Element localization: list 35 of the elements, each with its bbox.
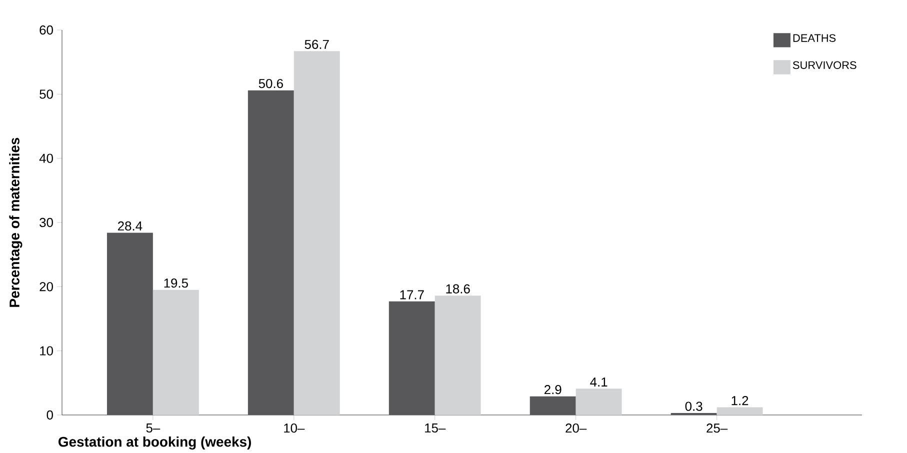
data-label: 2.9: [544, 385, 562, 394]
y-tick-label: 20: [40, 282, 53, 292]
bar: [530, 396, 576, 416]
y-axis-title: Percentage of maternities: [9, 138, 22, 307]
bar: [106, 232, 153, 416]
x-axis-title: Gestation at booking (weeks): [58, 436, 251, 450]
data-label: 1.2: [732, 396, 748, 406]
legend-label: SURVIVORS: [792, 61, 856, 70]
y-tick-label: 30: [40, 218, 53, 228]
y-tick-label: 60: [40, 25, 53, 35]
x-tick-label: 5–: [146, 424, 160, 433]
bar: [576, 388, 622, 416]
data-label: 56.7: [304, 40, 329, 50]
x-tick-label: 20–: [566, 424, 587, 433]
bar: [716, 407, 763, 416]
y-tick-label: 10: [40, 346, 53, 356]
bar: [152, 290, 199, 416]
y-tick-label: 50: [40, 90, 53, 99]
data-label: 0.3: [685, 402, 702, 411]
x-tick-label: 10–: [284, 424, 305, 433]
data-label: 19.5: [164, 278, 188, 288]
bar: [388, 301, 435, 416]
bar: [294, 51, 340, 416]
data-label: 50.6: [258, 78, 283, 88]
data-label: 18.6: [446, 284, 470, 294]
y-tick-label: 40: [39, 154, 53, 163]
legend-label: DEATHS: [793, 34, 836, 42]
x-tick-label: 25–: [706, 424, 728, 433]
y-tick-label: 0: [46, 410, 53, 420]
data-label: 4.1: [590, 378, 608, 387]
x-tick-label: 15–: [425, 424, 446, 433]
bar: [434, 296, 481, 416]
data-label: 28.4: [118, 221, 142, 231]
data-label: 17.7: [400, 290, 424, 300]
bar: [248, 90, 294, 416]
